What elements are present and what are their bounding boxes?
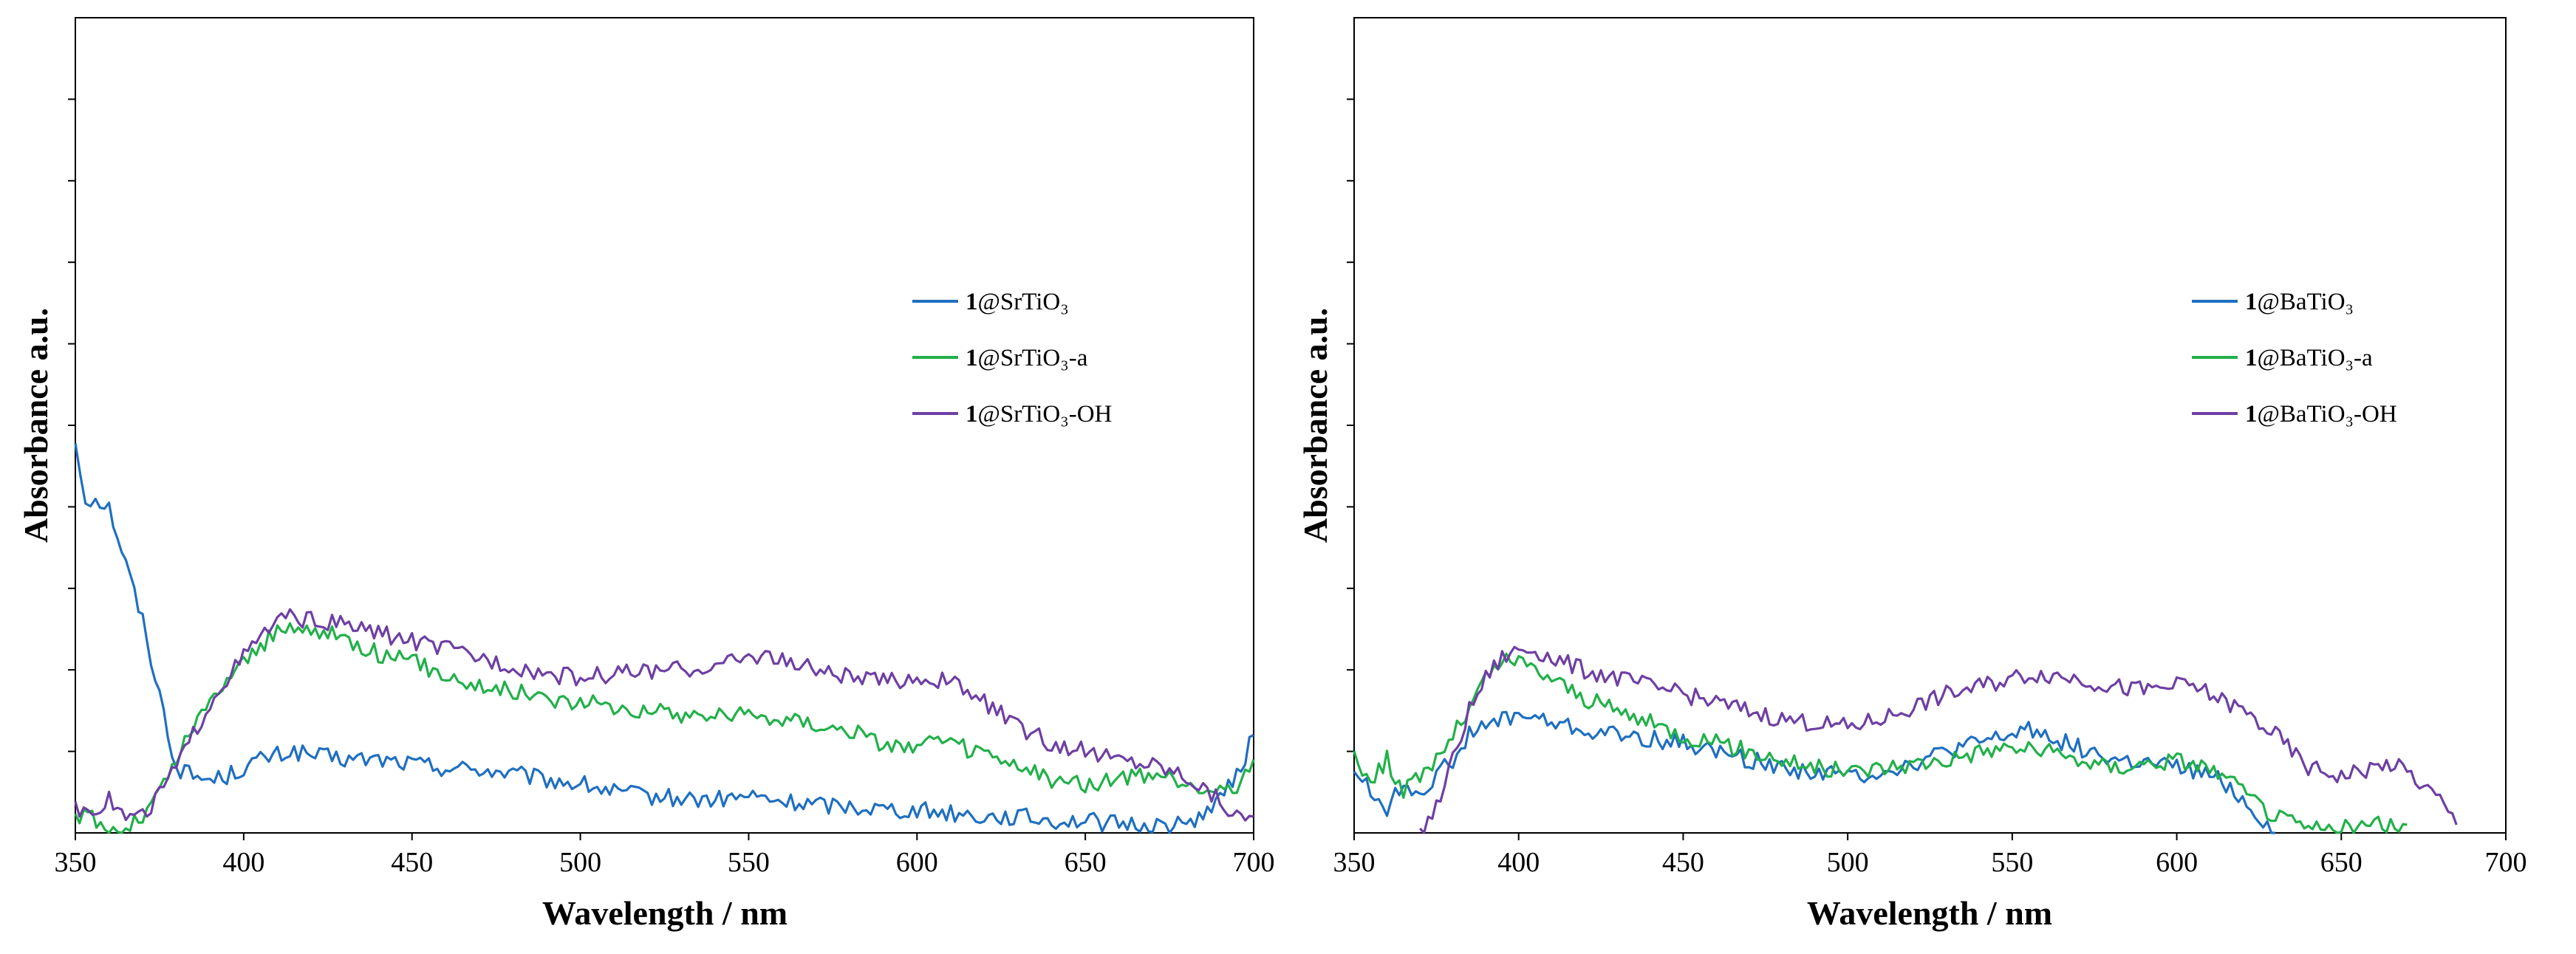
- series-line-1-srtio3-a: [74, 622, 1255, 834]
- y-axis-title: Absorbance a.u.: [1296, 308, 1334, 543]
- x-tick-label: 600: [2156, 847, 2198, 878]
- x-ticks: [75, 833, 1254, 840]
- legend-label-rest: @SrTiO₃-a: [978, 345, 1088, 371]
- legend-label: 1@BaTiO₃: [2245, 289, 2354, 315]
- legend-label-bold: 1: [966, 289, 978, 315]
- x-tick-label: 450: [391, 847, 433, 878]
- x-tick-label: 350: [1333, 847, 1376, 878]
- x-tick-label: 650: [1065, 847, 1107, 878]
- legend-label-bold: 1: [2245, 289, 2258, 315]
- chart-panel-batio3: 350 400 450 500 550 600 650 700 Wavelength / nm…: [1296, 17, 2527, 932]
- series-line-1-batio3-a: [1353, 652, 2408, 834]
- series-line-1-batio3-oh: [1418, 645, 2458, 834]
- series-line-1-srtio3: [74, 442, 1254, 834]
- x-tick-labels: 350 400 450 500 550 600 650 700: [55, 847, 1275, 878]
- x-tick-label: 700: [1233, 847, 1275, 878]
- x-tick-label: 500: [1827, 847, 1869, 878]
- x-tick-label: 400: [1497, 847, 1540, 878]
- legend-label-rest: @BaTiO₃: [2258, 289, 2354, 315]
- y-axis-title: Absorbance a.u.: [17, 308, 55, 543]
- legend-label: 1@SrTiO₃-a: [966, 345, 1088, 371]
- legend-label-bold: 1: [966, 345, 978, 371]
- x-axis-title: Wavelength / nm: [542, 894, 788, 932]
- legend-label: 1@BaTiO₃-a: [2245, 345, 2373, 371]
- series-line-1-srtio3-oh: [74, 608, 1254, 822]
- x-tick-label: 450: [1662, 847, 1704, 878]
- y-ticks: [68, 98, 75, 752]
- y-ticks: [1347, 98, 1354, 752]
- legend-label: 1@SrTiO₃: [966, 289, 1069, 315]
- chart-panel-srtio3: 350 400 450 500 550 600 650 700 Wavelength / nm…: [17, 17, 1275, 932]
- legend-label-rest: @BaTiO₃-a: [2258, 345, 2374, 371]
- x-tick-label: 350: [55, 847, 97, 878]
- series-lines: [74, 442, 1255, 834]
- legend-label-rest: @SrTiO₃-OH: [978, 401, 1113, 428]
- legend-label: 1@BaTiO₃-OH: [2245, 401, 2397, 428]
- series-line-1-batio3: [1353, 710, 2276, 834]
- legend-label-rest: @SrTiO₃: [978, 289, 1069, 315]
- legend-label-rest: @BaTiO₃-OH: [2258, 401, 2397, 428]
- x-tick-label: 600: [896, 847, 938, 878]
- x-tick-labels: 350 400 450 500 550 600 650 700: [1333, 847, 2527, 878]
- legend-label: 1@SrTiO₃-OH: [966, 401, 1112, 428]
- legend-label-bold: 1: [2245, 401, 2258, 428]
- x-tick-label: 500: [559, 847, 601, 878]
- series-lines: [1353, 645, 2458, 834]
- x-tick-label: 650: [2320, 847, 2363, 878]
- legend-label-bold: 1: [966, 401, 978, 428]
- x-axis-title: Wavelength / nm: [1807, 894, 2052, 932]
- x-tick-label: 550: [728, 847, 770, 878]
- x-tick-label: 700: [2485, 847, 2527, 878]
- x-tick-label: 550: [1991, 847, 2033, 878]
- x-ticks: [1353, 833, 2507, 840]
- legend-label-bold: 1: [2245, 345, 2258, 371]
- x-tick-label: 400: [222, 847, 264, 878]
